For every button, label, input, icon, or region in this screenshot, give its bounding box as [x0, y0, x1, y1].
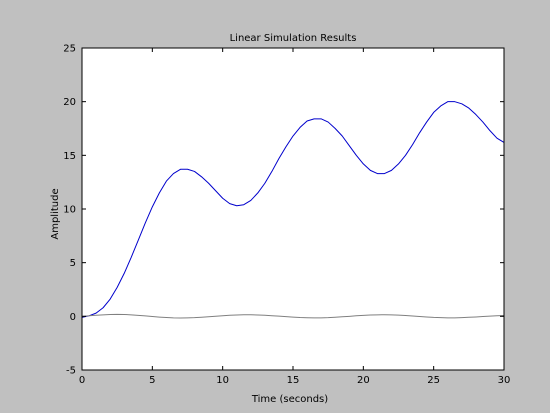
- x-tick-label: 25: [427, 375, 440, 386]
- x-tick-label: 15: [287, 375, 300, 386]
- y-tick-label: 25: [63, 44, 76, 55]
- x-axis-label: Time (seconds): [251, 394, 328, 405]
- y-axis-label: Amplitude: [50, 188, 61, 239]
- y-tick-label: 5: [70, 258, 76, 269]
- series-line-2: [81, 313, 505, 319]
- chart-title: Linear Simulation Results: [230, 33, 357, 44]
- x-tick-label: 20: [357, 375, 370, 386]
- x-tick-label: 0: [79, 375, 85, 386]
- series-layer: [81, 101, 505, 319]
- y-tick-label: 0: [70, 312, 76, 323]
- y-tick-label: 15: [63, 151, 76, 162]
- x-tick-label: 10: [216, 375, 229, 386]
- x-tick-label: 5: [149, 375, 155, 386]
- x-tick-label: 30: [498, 375, 511, 386]
- plot-area: [82, 48, 504, 370]
- y-tick-label: 20: [63, 97, 76, 108]
- y-tick-label: 10: [63, 205, 76, 216]
- series-line-1: [81, 101, 505, 318]
- y-tick-label: -5: [66, 366, 76, 377]
